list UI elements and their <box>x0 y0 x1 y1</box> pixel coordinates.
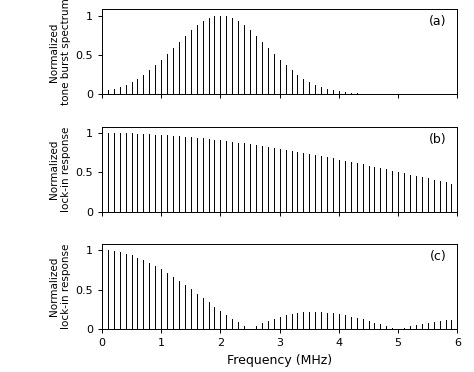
Y-axis label: Normalized
lock-in response: Normalized lock-in response <box>49 244 71 329</box>
Text: (c): (c) <box>430 250 447 263</box>
Text: (a): (a) <box>429 15 447 28</box>
X-axis label: Frequency (MHz): Frequency (MHz) <box>227 354 332 367</box>
Y-axis label: Normalized
tone burst spectrum: Normalized tone burst spectrum <box>49 0 71 105</box>
Text: (b): (b) <box>429 133 447 146</box>
Y-axis label: Normalized
lock-in response: Normalized lock-in response <box>49 126 71 212</box>
